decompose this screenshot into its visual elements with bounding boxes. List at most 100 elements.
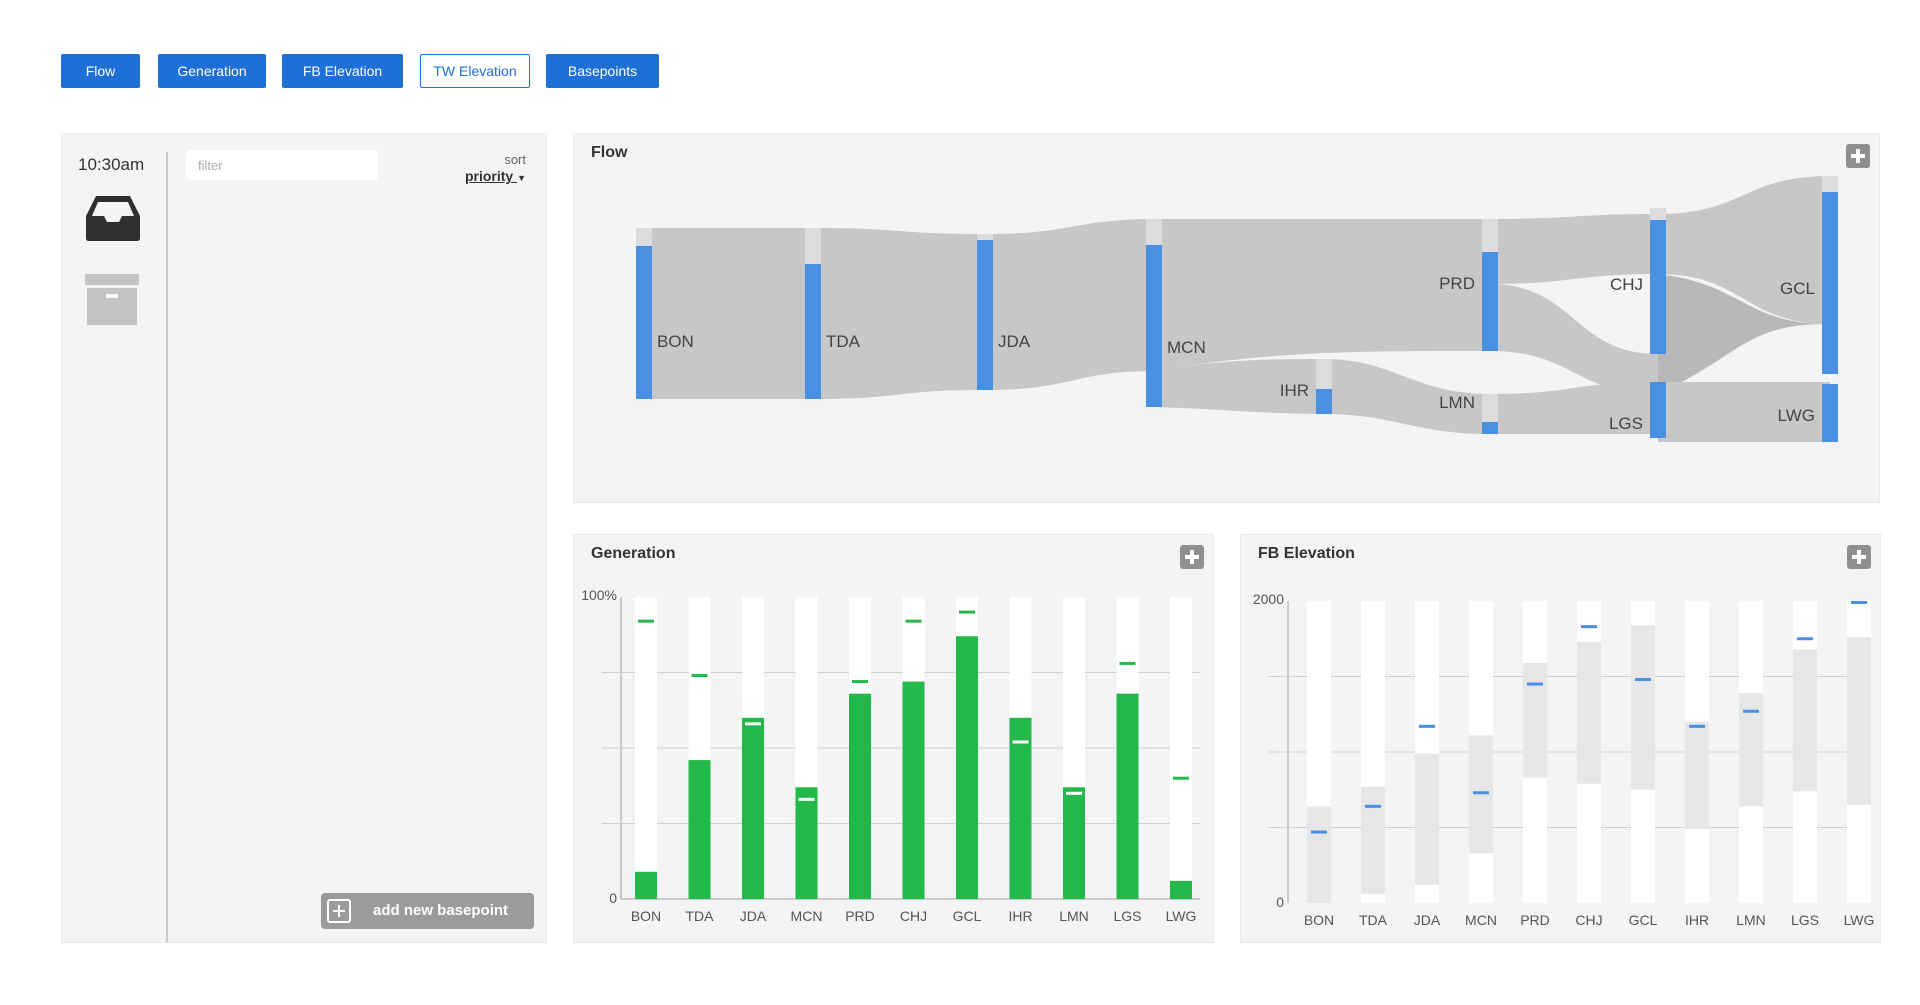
- sankey-link: [636, 228, 813, 399]
- sankey-link: [1658, 382, 1830, 442]
- node-prd-fill: [1482, 252, 1498, 351]
- sankey-link: [985, 219, 1154, 390]
- sankey-link: [813, 228, 985, 399]
- node-label: IHR: [1280, 381, 1309, 400]
- node-gcl-cap: [1822, 176, 1838, 192]
- node-label: PRD: [1439, 274, 1475, 293]
- generation-expand-icon[interactable]: [1180, 545, 1204, 569]
- x-tick-label: LWG: [1166, 908, 1197, 924]
- elevation-range-bar[interactable]: [1469, 735, 1493, 854]
- target-marker: [1012, 740, 1029, 744]
- x-tick-label: BON: [631, 908, 661, 924]
- tab-generation[interactable]: Generation: [158, 54, 266, 88]
- sankey-link: [1658, 274, 1830, 394]
- tab-fb-elevation[interactable]: FB Elevation: [282, 54, 403, 88]
- generation-panel: Generation 100% 0 BON TDA JDA MCN PRD CHJ GCL I…: [573, 534, 1214, 943]
- node-chj-fill: [1650, 220, 1666, 354]
- sankey-link: [1154, 219, 1490, 371]
- add-basepoint-button[interactable]: add new basepoint: [321, 893, 534, 929]
- caret-down-icon: ▼: [517, 173, 526, 183]
- y-tick-label: 0: [609, 890, 617, 906]
- target-marker: [905, 619, 922, 623]
- fb-elevation-panel: FB Elevation 2000 0 BON TDA JDA MCN PRD CHJ GC…: [1240, 534, 1881, 943]
- node-label: LWG: [1778, 406, 1815, 425]
- elevation-marker: [1473, 791, 1489, 795]
- node-bon-cap: [636, 228, 652, 246]
- x-tick-label: LMN: [1736, 912, 1766, 928]
- tab-flow[interactable]: Flow: [61, 54, 140, 88]
- generation-bar[interactable]: [902, 681, 925, 899]
- node-label: LMN: [1439, 393, 1475, 412]
- generation-bar[interactable]: [1009, 717, 1032, 899]
- elevation-range-bar[interactable]: [1577, 641, 1601, 784]
- node-jda-fill: [977, 240, 993, 390]
- elevation-range-bar[interactable]: [1685, 721, 1709, 830]
- current-time: 10:30am: [78, 155, 145, 174]
- node-label: LGS: [1609, 414, 1643, 433]
- tab-basepoints[interactable]: Basepoints: [546, 54, 659, 88]
- sankey-link: [1324, 359, 1490, 434]
- node-label: MCN: [1167, 338, 1206, 357]
- sankey-link: [1490, 382, 1658, 434]
- generation-bar[interactable]: [635, 871, 657, 899]
- flow-expand-icon[interactable]: [1846, 144, 1870, 168]
- elevation-marker: [1419, 724, 1435, 728]
- node-gcl-fill: [1822, 192, 1838, 374]
- sankey-link: [1490, 214, 1658, 284]
- bar-track: [1170, 597, 1192, 899]
- basepoint-sidebar: 10:30am sort priority ▼ add new basepoin…: [61, 133, 547, 943]
- x-tick-label: IHR: [1008, 908, 1032, 924]
- node-prd-cap: [1482, 219, 1498, 252]
- elevation-marker: [1365, 804, 1381, 808]
- node-label: TDA: [826, 332, 861, 351]
- target-marker: [691, 674, 708, 678]
- elevation-range-bar[interactable]: [1307, 806, 1331, 903]
- sankey-links: [636, 176, 1830, 442]
- x-tick-label: PRD: [1520, 912, 1550, 928]
- generation-bar[interactable]: [1170, 880, 1192, 899]
- elevation-range-bar[interactable]: [1361, 786, 1385, 894]
- elevation-range-bar[interactable]: [1793, 649, 1817, 792]
- x-tick-label: GCL: [1629, 912, 1658, 928]
- x-tick-label: MCN: [791, 908, 823, 924]
- elevation-marker: [1581, 625, 1597, 629]
- elevation-range-bar[interactable]: [1631, 625, 1655, 790]
- tab-tw-elevation[interactable]: TW Elevation: [420, 54, 530, 88]
- node-label: CHJ: [1610, 275, 1643, 294]
- inbox-icon[interactable]: [84, 194, 142, 242]
- generation-bar[interactable]: [688, 760, 711, 899]
- sort-value: priority: [464, 168, 514, 184]
- node-mcn-cap: [1146, 219, 1162, 245]
- elevation-marker: [1797, 637, 1813, 641]
- x-tick-label: CHJ: [900, 908, 927, 924]
- generation-bar[interactable]: [1063, 787, 1085, 899]
- node-lmn-fill: [1482, 422, 1498, 434]
- generation-bar[interactable]: [956, 636, 978, 899]
- target-marker: [1119, 661, 1136, 665]
- node-tda-fill: [805, 264, 821, 399]
- fb-elevation-expand-icon[interactable]: [1847, 545, 1871, 569]
- node-bon-fill: [636, 246, 652, 399]
- sort-dropdown[interactable]: priority ▼: [465, 168, 526, 184]
- generation-bar[interactable]: [849, 693, 871, 899]
- plus-icon: [327, 899, 351, 923]
- flow-panel: Flow: [573, 133, 1880, 503]
- elevation-marker: [1689, 724, 1705, 728]
- x-tick-label: LMN: [1059, 908, 1089, 924]
- generation-bar[interactable]: [742, 717, 764, 899]
- generation-bar[interactable]: [795, 787, 818, 899]
- elevation-range-bar[interactable]: [1847, 637, 1871, 805]
- sankey-link: [1658, 176, 1830, 324]
- archive-icon[interactable]: [84, 274, 140, 326]
- elevation-range-bar[interactable]: [1415, 753, 1439, 885]
- filter-input[interactable]: [186, 150, 378, 180]
- generation-bar[interactable]: [1116, 693, 1139, 899]
- node-label: BON: [657, 332, 694, 351]
- y-tick-label: 0: [1276, 894, 1284, 910]
- node-lgs-fill: [1650, 382, 1666, 438]
- fb-elevation-chart: 2000 0 BON TDA JDA MCN PRD CHJ GCL IHR LMN LGS LWG: [1253, 591, 1875, 928]
- node-lwg-fill: [1822, 384, 1838, 442]
- node-label: JDA: [998, 332, 1031, 351]
- elevation-range-bar[interactable]: [1523, 662, 1547, 778]
- target-marker: [1173, 776, 1189, 780]
